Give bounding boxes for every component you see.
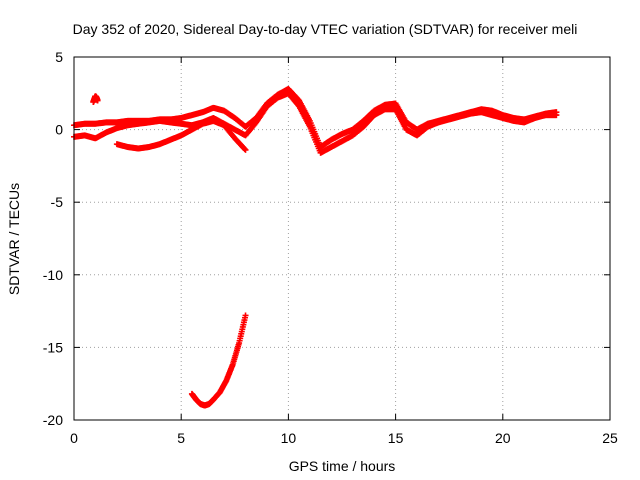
- y-tick-label: -20: [43, 412, 63, 428]
- x-tick-label: 20: [495, 430, 511, 446]
- series-track-d: [188, 312, 249, 409]
- x-tick-label: 5: [177, 430, 185, 446]
- chart-title: Day 352 of 2020, Sidereal Day-to-day VTE…: [73, 21, 578, 37]
- data-point: [241, 145, 248, 152]
- series-track-c: [113, 117, 249, 153]
- y-tick-label: -15: [43, 339, 63, 355]
- data-series: [71, 85, 560, 409]
- data-point: [553, 112, 560, 119]
- x-tick-label: 10: [281, 430, 297, 446]
- x-tick-label: 0: [70, 430, 78, 446]
- y-tick-label: -5: [51, 194, 64, 210]
- data-point: [242, 312, 249, 319]
- x-tick-label: 25: [602, 430, 618, 446]
- y-tick-label: 5: [55, 49, 63, 65]
- grid-lines: [74, 57, 610, 420]
- series-track-e: [90, 93, 101, 106]
- y-tick-label: -10: [43, 267, 63, 283]
- x-axis: 0 5 10 15 20 25: [70, 57, 618, 446]
- y-axis: -20 -15 -10 -5 0 5: [43, 49, 610, 428]
- x-tick-label: 15: [388, 430, 404, 446]
- data-point: [242, 146, 249, 153]
- x-axis-label: GPS time / hours: [289, 458, 396, 474]
- plot-frame: [73, 56, 611, 421]
- data-point: [94, 97, 101, 104]
- y-tick-label: 0: [55, 122, 63, 138]
- y-axis-label: SDTVAR / TECUs: [6, 183, 22, 295]
